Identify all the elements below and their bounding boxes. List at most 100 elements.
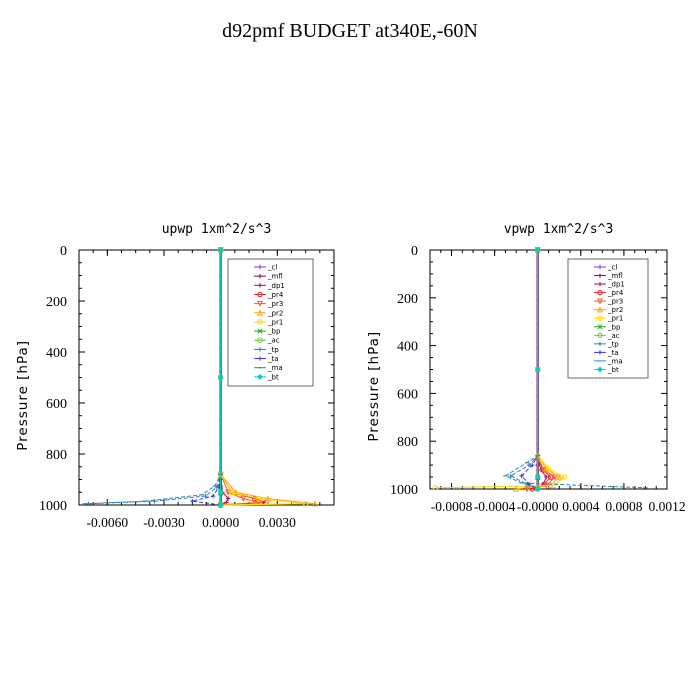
series-point-pr1: [255, 495, 262, 502]
legend-marker: [257, 291, 263, 298]
y-tick-label: 600: [397, 387, 418, 402]
legend-marker: [596, 306, 604, 313]
upwp-panel: upwp 1xm^2/s^3 Pressure [hPa] 0 200 400 600 80…: [15, 222, 335, 530]
y-tick-label: 1000: [390, 483, 418, 498]
legend-label: _pr2: [267, 309, 283, 317]
legend-marker: [597, 366, 603, 373]
series-point-bt: [534, 247, 541, 253]
series-point-ta: [526, 482, 532, 487]
legend-label: _bt: [607, 366, 619, 374]
page-title: d92pmf BUDGET at340E,-60N: [222, 20, 478, 42]
legend-label: _ma: [267, 364, 283, 372]
legend-label: _pr1: [607, 315, 623, 323]
y-tick-label: 200: [397, 292, 418, 307]
legend-marker: [597, 264, 603, 270]
legend-marker: [257, 273, 263, 279]
series-point-bt: [534, 366, 541, 373]
legend-label: _ma: [607, 357, 623, 365]
x-tick-label: -0.0004: [474, 499, 516, 514]
legend-marker: [597, 315, 603, 321]
series-point-pr3: [523, 486, 530, 493]
legend-marker: [257, 328, 263, 334]
y-axis-label: Pressure [hPa]: [366, 331, 382, 442]
series-point-pr1: [545, 465, 552, 472]
series-point-bt: [217, 247, 224, 253]
x-tick-label: -0.0030: [143, 515, 185, 530]
y-tick-label: 0: [60, 244, 67, 259]
x-tick-label: -0.0000: [517, 499, 559, 514]
legend-marker: [257, 347, 263, 352]
legend-label: _dp1: [607, 281, 625, 289]
y-tick-label: 400: [397, 340, 418, 355]
vpwp-panel: vpwp 1xm^2/s^3 Pressure [hPa] 0 200 400 600 80…: [366, 222, 686, 514]
legend-marker: [597, 281, 603, 287]
series-point-bt: [217, 489, 224, 496]
legend-marker: [257, 356, 263, 361]
series-line-tp: [509, 250, 539, 490]
y-tick-label: 800: [397, 435, 418, 450]
legend-label: _pr3: [267, 300, 283, 308]
series-point-pr2: [513, 485, 520, 492]
series-line-pr3: [526, 250, 556, 490]
series-point-ta: [530, 462, 535, 468]
series-line-ta: [192, 250, 222, 506]
legend-label: _dp1: [267, 282, 285, 290]
series-point-pr2: [264, 495, 271, 502]
legend-label: _pr1: [267, 318, 283, 326]
series-point-dp1: [224, 500, 229, 505]
legend-label: _bp: [607, 323, 621, 331]
legend-label: _ac: [607, 332, 620, 340]
series-point-tp: [508, 473, 513, 479]
legend-marker: [257, 373, 263, 380]
legend-label: _tp: [607, 340, 619, 348]
legend-marker: [257, 319, 263, 325]
legend-label: _pr2: [607, 306, 623, 314]
x-tick-label: 0.0000: [202, 515, 239, 530]
y-tick-label: 800: [46, 448, 67, 463]
series-point-pr2: [312, 500, 319, 507]
series-point-pr3: [541, 467, 548, 474]
x-tick-label: 0.0008: [605, 499, 642, 514]
x-tick-label: 0.0030: [259, 515, 296, 530]
x-tick-label: 0.0012: [648, 499, 685, 514]
series-point-pr2: [556, 473, 563, 480]
legend-label: _ta: [607, 349, 619, 357]
series-point-pr4: [547, 474, 554, 480]
legend-marker: [597, 273, 603, 278]
legend-marker: [256, 300, 264, 307]
legend-marker: [257, 337, 263, 343]
y-tick-label: 400: [46, 346, 67, 361]
series-point-dp1: [226, 496, 231, 501]
series-point-pr1: [302, 501, 309, 507]
y-tick-label: 200: [46, 295, 67, 310]
series-line-ma: [84, 250, 222, 505]
series-point-dp1: [544, 474, 549, 480]
legend-label: _mfl: [267, 273, 283, 281]
series-point-pr4: [529, 486, 536, 492]
series-point-bt: [217, 374, 224, 381]
y-tick-label: 0: [411, 244, 418, 259]
y-axis-label: Pressure [hPa]: [15, 340, 31, 451]
legend-marker: [597, 350, 603, 355]
legend-marker: [257, 283, 263, 288]
y-tick-label: 1000: [39, 499, 67, 514]
legend-marker: [597, 332, 603, 339]
legend-marker: [596, 298, 604, 305]
legend-label: _bp: [267, 328, 281, 336]
legend-label: _cl: [607, 264, 617, 272]
legend-label: _mfl: [607, 272, 623, 280]
y-tick-label: 600: [46, 397, 67, 412]
x-tick-label: 0.0004: [562, 499, 599, 514]
legend-label: _tp: [267, 346, 279, 354]
legend-label: _bt: [267, 373, 279, 381]
series-point-pr1: [551, 482, 557, 489]
series-point-pr1: [432, 485, 439, 491]
series-point-ta: [190, 498, 195, 504]
series-point-pr2: [543, 465, 550, 472]
legend-label: _pr3: [607, 298, 623, 306]
series-line-tp: [88, 250, 222, 505]
legend-label: _ac: [267, 337, 280, 345]
x-tick-label: -0.0008: [431, 499, 473, 514]
series-point-pr3: [255, 499, 262, 506]
